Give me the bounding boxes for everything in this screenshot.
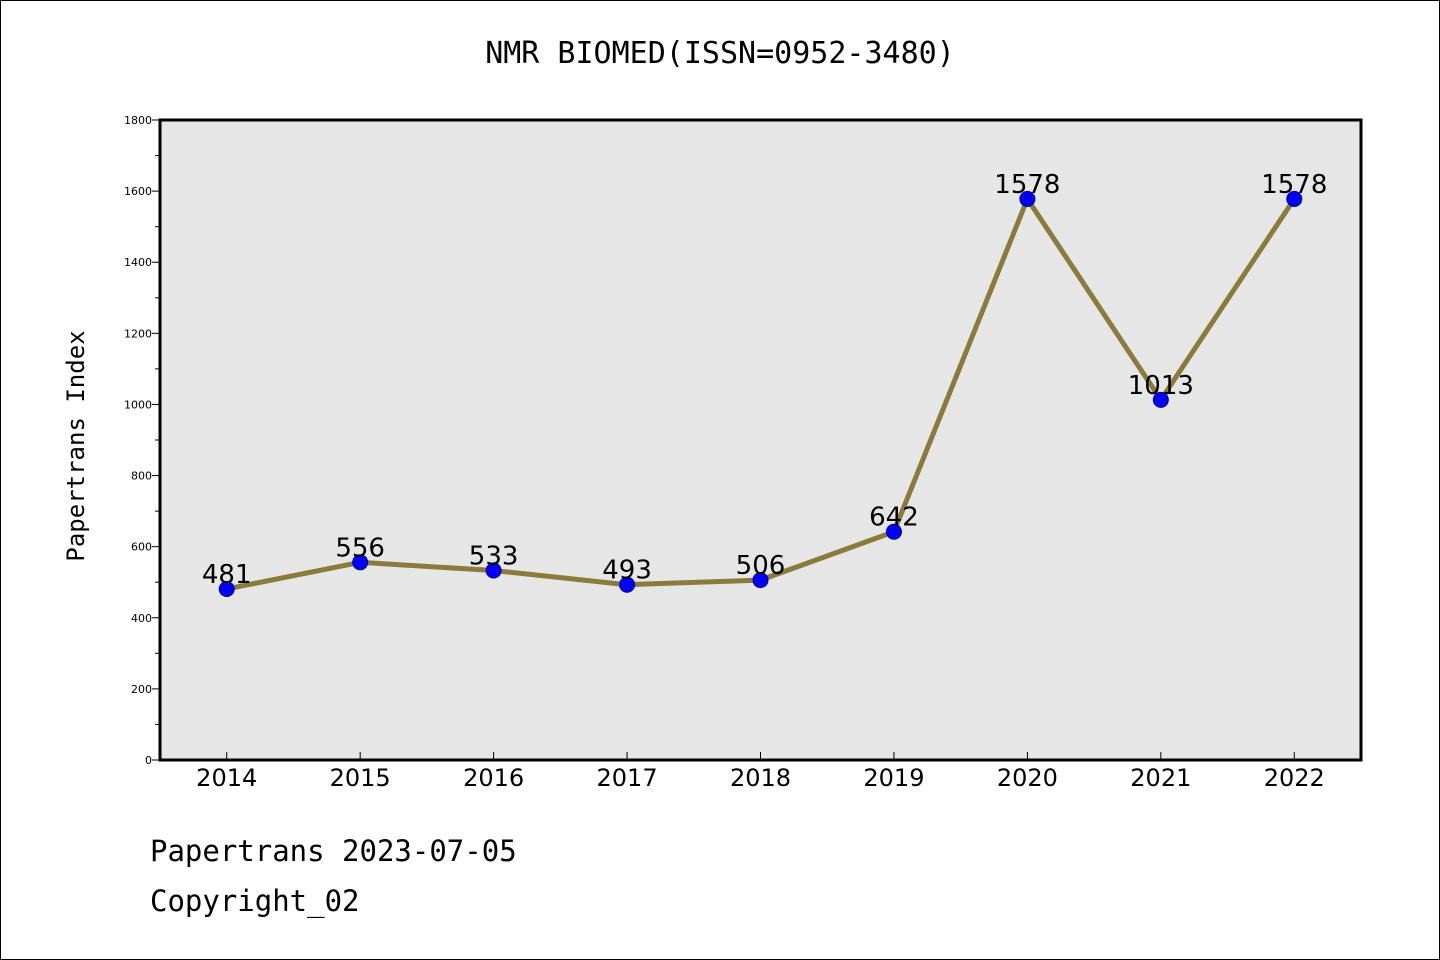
data-label: 533 bbox=[469, 541, 519, 571]
y-tick-label: 1400 bbox=[124, 256, 152, 269]
data-point bbox=[752, 572, 769, 589]
y-axis: 0 200 400 600 800 1000 1200 1400 1600 1800 bbox=[124, 114, 160, 767]
y-tick-label: 0 bbox=[145, 754, 152, 767]
data-point bbox=[619, 576, 636, 593]
x-tick-label: 2020 bbox=[997, 764, 1058, 792]
x-tick-label: 2016 bbox=[463, 764, 524, 792]
data-point bbox=[885, 523, 902, 540]
x-tick-label: 2017 bbox=[597, 764, 658, 792]
x-tick-label: 2019 bbox=[863, 764, 924, 792]
data-label: 556 bbox=[335, 533, 385, 563]
x-tick-label: 2021 bbox=[1130, 764, 1191, 792]
y-tick-label: 600 bbox=[131, 541, 152, 554]
y-tick-label: 800 bbox=[131, 470, 152, 483]
y-tick-label: 1800 bbox=[124, 114, 152, 127]
data-point bbox=[1152, 391, 1169, 408]
data-label: 1578 bbox=[1261, 170, 1327, 200]
data-point bbox=[218, 580, 235, 597]
y-tick-label: 400 bbox=[131, 612, 152, 625]
footer-copyright: Copyright_02 bbox=[150, 884, 360, 918]
data-point bbox=[1286, 190, 1303, 207]
y-axis-title: Papertrans Index bbox=[62, 330, 90, 561]
data-point bbox=[352, 554, 369, 571]
x-tick-label: 2018 bbox=[730, 764, 791, 792]
y-tick-label: 1600 bbox=[124, 185, 152, 198]
data-label: 1578 bbox=[994, 170, 1060, 200]
chart-title: NMR BIOMED(ISSN=0952-3480) bbox=[485, 36, 955, 71]
plot-area bbox=[158, 118, 1363, 762]
x-tick-label: 2022 bbox=[1264, 764, 1325, 792]
data-point bbox=[1019, 190, 1036, 207]
y-tick-label: 200 bbox=[131, 683, 152, 696]
y-tick-label: 1200 bbox=[124, 327, 152, 340]
data-label: 481 bbox=[202, 560, 252, 590]
x-tick-label: 2015 bbox=[330, 764, 391, 792]
x-tick-label: 2014 bbox=[196, 764, 257, 792]
x-axis: 2014 2015 2016 2017 2018 2019 2020 2021 2022 bbox=[196, 752, 1325, 792]
y-tick-label: 1000 bbox=[124, 398, 152, 411]
data-label: 506 bbox=[736, 551, 786, 581]
footer-date: Papertrans 2023-07-05 bbox=[150, 834, 517, 868]
series-0: 481 556 533 493 506 642 1578 1013 1578 bbox=[202, 170, 1327, 597]
data-label: 642 bbox=[869, 503, 919, 533]
data-point bbox=[485, 562, 502, 579]
data-label: 1013 bbox=[1128, 371, 1194, 401]
data-label: 493 bbox=[602, 556, 652, 586]
